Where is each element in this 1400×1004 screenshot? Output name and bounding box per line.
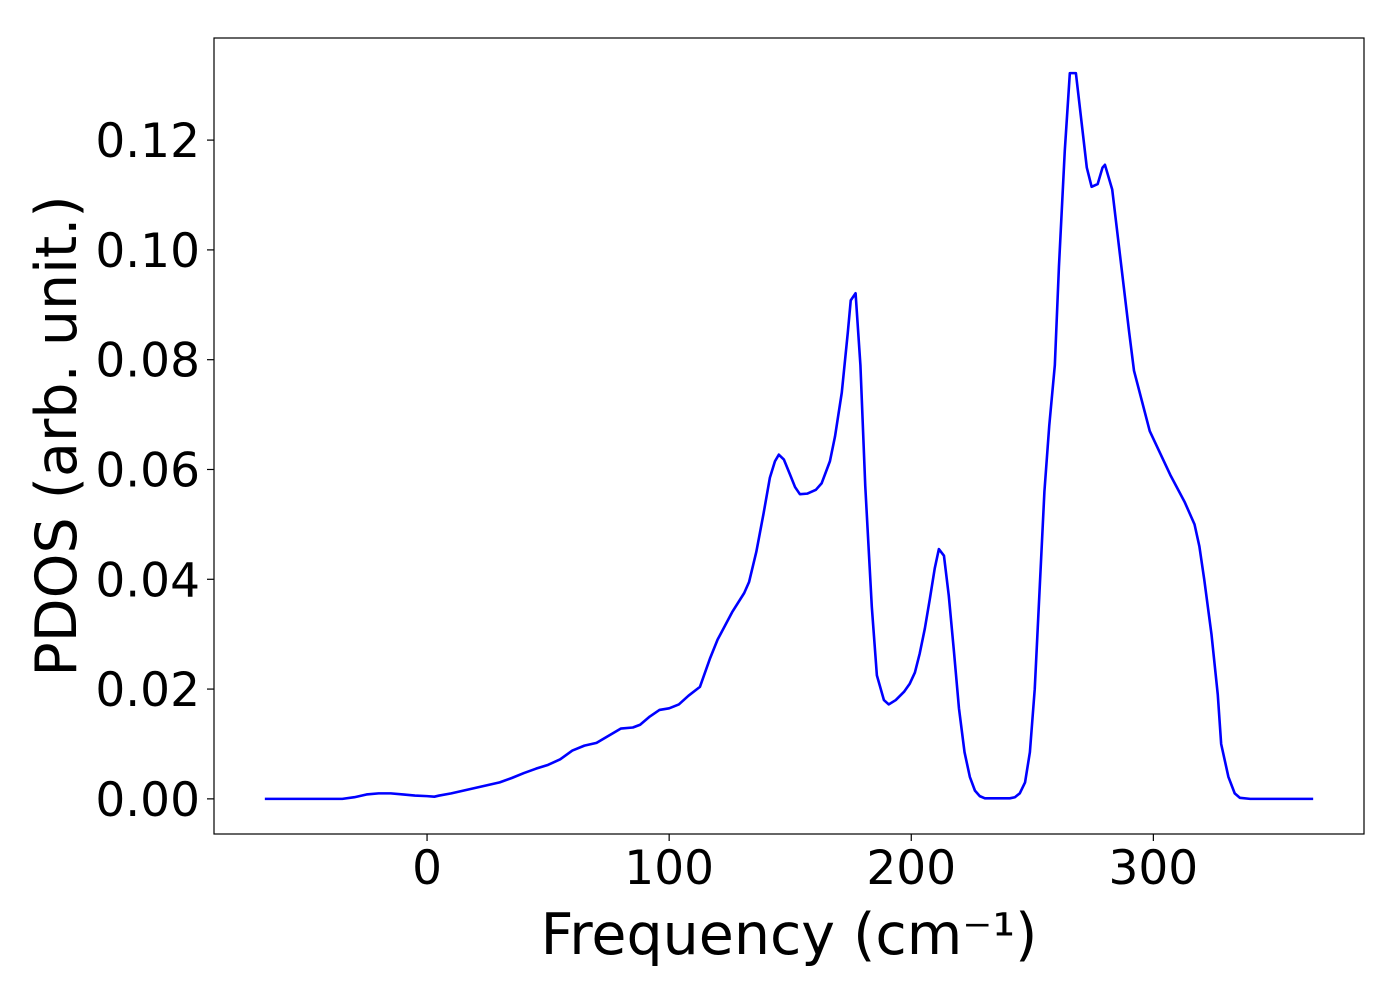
y-tick-label: 0.02	[95, 663, 200, 718]
y-tick-label: 0.00	[95, 773, 200, 828]
y-axis-label: PDOS (arb. unit.)	[24, 195, 90, 676]
data-line	[264, 71, 1314, 801]
x-tick-label: 300	[1109, 841, 1199, 896]
plot-frame	[213, 37, 1365, 835]
y-tick-label: 0.06	[95, 443, 200, 498]
y-tick-label: 0.12	[95, 114, 200, 169]
y-tick-label: 0.04	[95, 553, 200, 608]
x-tick-label: 0	[412, 841, 442, 896]
y-tick-label: 0.08	[95, 334, 200, 389]
x-tick-label: 100	[624, 841, 714, 896]
x-axis-label: Frequency (cm⁻¹)	[541, 902, 1038, 968]
y-tick-label: 0.10	[95, 224, 200, 279]
x-tick-label: 200	[866, 841, 956, 896]
